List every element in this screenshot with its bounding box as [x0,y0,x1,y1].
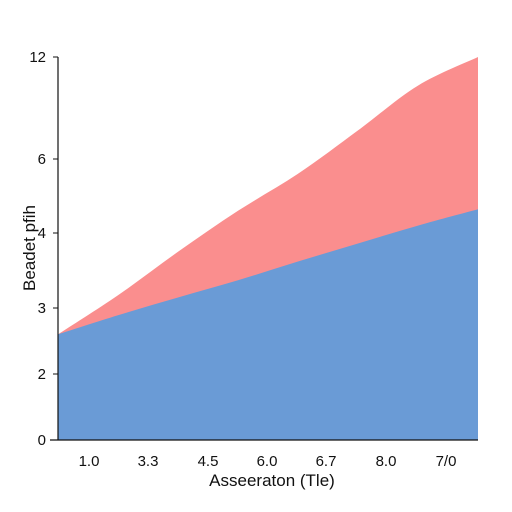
y-tick-label: 3 [38,300,46,317]
y-tick-label: 0 [38,432,46,449]
y-ticks: 0 2 3 4 6 12 [29,49,58,449]
x-tick-label: 1.0 [79,453,100,470]
x-tick-label: 6.7 [316,453,337,470]
x-ticks: 1.0 3.3 4.5 6.0 6.7 8.0 7/0 [79,453,457,470]
x-tick-label: 8.0 [376,453,397,470]
y-tick-label: 12 [29,49,46,66]
series-area-2 [58,209,478,440]
y-axis-title: Beadet pfih [20,205,39,291]
x-axis-title: Asseeraton (Tle) [209,471,335,490]
x-tick-label: 3.3 [138,453,159,470]
x-tick-label: 4.5 [198,453,219,470]
x-tick-label: 7/0 [436,453,457,470]
series-layer [58,57,478,440]
y-tick-label: 6 [38,151,46,168]
y-tick-label: 4 [38,225,46,242]
x-tick-label: 6.0 [257,453,278,470]
axes-layer [50,57,478,441]
y-tick-label: 2 [38,366,46,383]
